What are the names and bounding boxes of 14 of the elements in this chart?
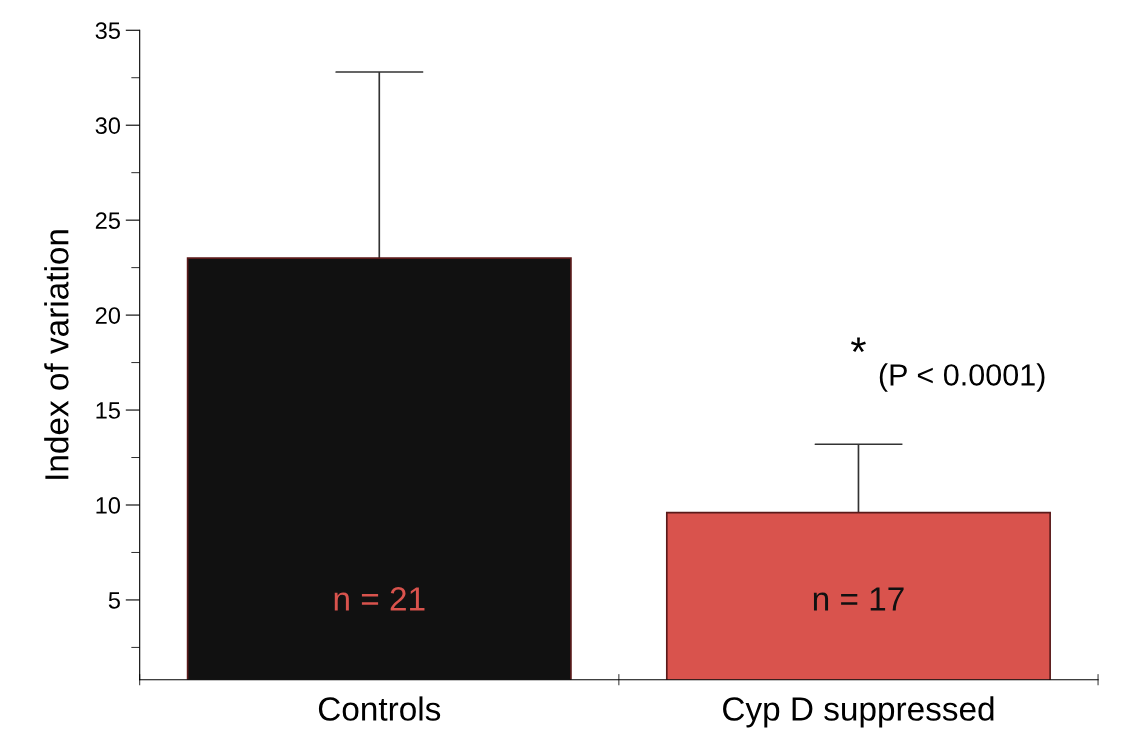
annotation: n = 17 bbox=[813, 587, 904, 611]
y-tick-label: 35 bbox=[95, 22, 120, 40]
annotation: * bbox=[851, 337, 866, 353]
y-tick-label: 25 bbox=[95, 212, 120, 229]
x-tick-label: Controls bbox=[318, 696, 441, 721]
x-tick-label: Cyp D suppressed bbox=[723, 696, 994, 728]
y-tick-label: 5 bbox=[108, 592, 120, 609]
y-tick-label: 15 bbox=[96, 402, 120, 419]
y-tick-label: 30 bbox=[95, 117, 121, 134]
annotation: n = 21 bbox=[334, 587, 425, 611]
y-tick-label: 10 bbox=[96, 497, 121, 514]
annotation: (P < 0.0001) bbox=[879, 363, 1045, 392]
y-axis-title: Index of variation bbox=[44, 230, 69, 479]
y-tick-label: 20 bbox=[95, 307, 121, 324]
